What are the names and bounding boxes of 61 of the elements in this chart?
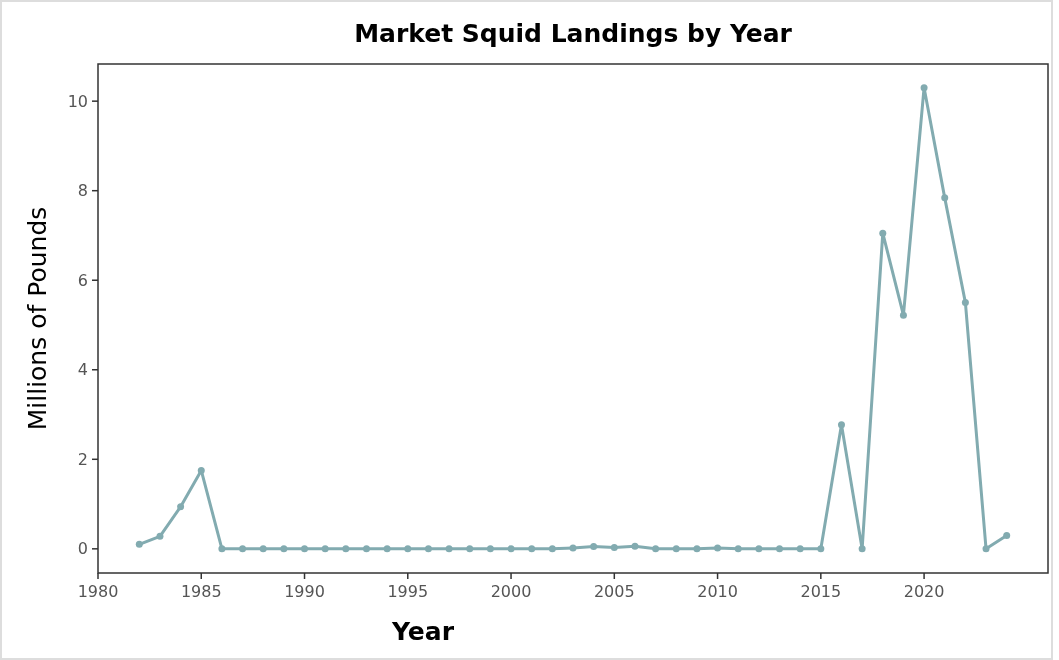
- point: [466, 545, 474, 553]
- point: [342, 545, 350, 553]
- point: [135, 540, 143, 548]
- point: [714, 544, 722, 552]
- point: [301, 545, 309, 553]
- y-tick-label: 6: [77, 270, 88, 290]
- point: [693, 545, 701, 553]
- x-tick-label: 1995: [387, 582, 429, 601]
- y-tick-label: 4: [77, 360, 88, 380]
- point: [734, 545, 742, 553]
- y-tick-label: 8: [77, 181, 88, 201]
- x-tick-label: 2020: [903, 582, 945, 601]
- point: [548, 545, 556, 553]
- chart-title: Market Squid Landings by Year: [354, 19, 793, 48]
- point: [404, 545, 412, 553]
- y-tick-label: 2: [77, 449, 88, 469]
- point: [796, 545, 804, 553]
- point: [899, 311, 907, 319]
- x-tick-label: 1980: [77, 582, 119, 601]
- point: [197, 466, 205, 474]
- x-tick-label: 2010: [697, 582, 738, 601]
- point: [239, 545, 247, 553]
- point: [362, 545, 370, 553]
- y-tick-label: 10: [67, 91, 88, 111]
- point: [528, 545, 536, 553]
- point: [259, 545, 267, 553]
- y-tick-label: 0: [77, 539, 88, 559]
- x-axis-title: Year: [391, 617, 455, 646]
- point: [569, 544, 577, 552]
- point: [177, 503, 185, 511]
- point: [1003, 531, 1011, 539]
- point: [755, 545, 763, 553]
- point: [156, 532, 164, 540]
- point: [961, 299, 969, 307]
- point: [631, 542, 639, 550]
- point: [837, 421, 845, 429]
- point: [776, 545, 784, 553]
- point: [652, 545, 660, 553]
- point: [982, 545, 990, 553]
- x-tick-label: 1990: [284, 582, 325, 601]
- x-tick-label: 2005: [593, 582, 635, 601]
- x-tick-label: 1985: [180, 582, 222, 601]
- point: [280, 545, 288, 553]
- point: [445, 545, 453, 553]
- point: [817, 545, 825, 553]
- point: [920, 84, 928, 92]
- point: [941, 194, 949, 202]
- point: [879, 229, 887, 237]
- point: [858, 545, 866, 553]
- point: [672, 545, 680, 553]
- point: [590, 543, 598, 551]
- point: [218, 545, 226, 553]
- point: [507, 545, 515, 553]
- x-tick-label: 2000: [490, 582, 532, 601]
- point: [424, 545, 432, 553]
- point: [610, 543, 618, 551]
- y-axis-title: Millions of Pounds: [23, 206, 52, 431]
- point: [486, 545, 494, 553]
- x-tick-label: 2015: [800, 582, 842, 601]
- point: [321, 545, 329, 553]
- point: [383, 545, 391, 553]
